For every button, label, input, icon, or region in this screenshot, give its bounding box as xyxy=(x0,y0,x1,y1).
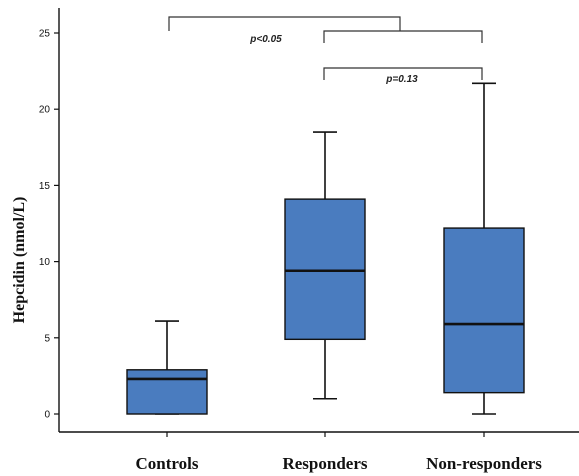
p-value-label-2: p=0.13 xyxy=(385,74,418,85)
category-label: Non-responders xyxy=(426,454,542,473)
iqr-box xyxy=(284,198,366,341)
iqr-box xyxy=(443,227,525,394)
p-value-label-1: p<0.05 xyxy=(249,34,282,45)
category-label: Controls xyxy=(136,454,199,473)
boxes xyxy=(126,82,525,415)
box-responders xyxy=(284,131,366,400)
y-tick-label: 25 xyxy=(39,29,51,40)
axes: 0 5 10 15 20 25 Controls Responders Non-responde… xyxy=(39,8,579,473)
significance-brackets: p<0.05 p=0.13 xyxy=(168,16,483,85)
y-tick-label: 0 xyxy=(44,410,50,421)
bracket-controls-vs-patients xyxy=(168,16,401,31)
y-axis-label: Hepcidin (nmol/L) xyxy=(11,197,28,324)
y-tick-label: 10 xyxy=(39,257,51,268)
iqr-box xyxy=(126,369,208,415)
category-label: Responders xyxy=(282,454,367,473)
y-tick-label: 20 xyxy=(39,105,51,116)
bracket-responders-vs-nonresponders xyxy=(323,67,483,80)
bracket-patients-group xyxy=(323,30,483,43)
y-tick-label: 5 xyxy=(44,333,50,344)
y-tick-label: 15 xyxy=(39,181,51,192)
box-non-responders xyxy=(443,82,525,415)
box-controls xyxy=(126,320,208,415)
